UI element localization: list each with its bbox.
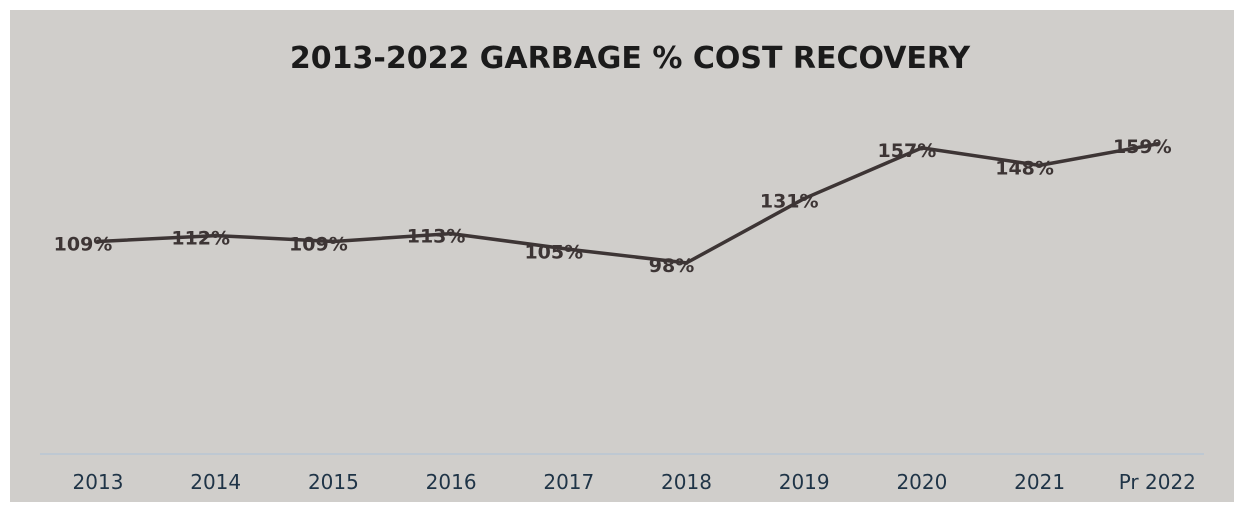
- data-point-2015: [331, 239, 336, 244]
- data-label-2014: 112%: [171, 228, 230, 250]
- x-tick-label-2014: 2014: [190, 470, 241, 494]
- x-tick-label-2017: 2017: [543, 470, 594, 494]
- data-label-2015: 109%: [289, 233, 348, 255]
- data-point-2014: [213, 233, 218, 238]
- data-point-pr-2022: [1155, 141, 1160, 146]
- data-point-2016: [449, 231, 454, 236]
- line-chart: 2013-2022 GARBAGE % COST RECOVERY 109% 11…: [40, 41, 1204, 494]
- data-label-pr-2022: 159%: [1113, 136, 1172, 158]
- data-point-2021: [1037, 163, 1042, 168]
- data-label-2016: 113%: [407, 226, 466, 248]
- data-point-2020: [919, 145, 924, 150]
- x-tick-label-2019: 2019: [779, 470, 830, 494]
- x-tick-label-2020: 2020: [896, 470, 947, 494]
- data-label-2019: 131%: [760, 191, 819, 213]
- line-segment-5: [567, 247, 689, 265]
- data-point-2019: [802, 196, 807, 201]
- data-point-2017: [566, 247, 571, 252]
- data-label-2021: 148%: [995, 157, 1054, 179]
- data-label-2018: 98%: [649, 255, 694, 277]
- data-label-2013: 109%: [54, 233, 113, 255]
- line-segment-8: [920, 146, 1042, 168]
- chart-panel: 2013-2022 GARBAGE % COST RECOVERY 109% 11…: [10, 10, 1234, 502]
- data-labels: 109% 112% 109% 113% 105% 98% 131% 157% 148% 159%: [54, 136, 1172, 277]
- x-tick-label-2015: 2015: [308, 470, 359, 494]
- x-tick-label-2013: 2013: [73, 470, 124, 494]
- line-segment-9: [1037, 142, 1160, 168]
- series-group: [96, 141, 1160, 265]
- line-segment-4: [449, 231, 571, 251]
- x-tick-label-2016: 2016: [426, 470, 477, 494]
- data-label-2017: 105%: [524, 241, 583, 263]
- chart-title: 2013-2022 GARBAGE % COST RECOVERY: [290, 41, 971, 76]
- x-tick-label-2021: 2021: [1014, 470, 1065, 494]
- line-segment-6: [684, 196, 806, 265]
- data-label-2020: 157%: [878, 140, 937, 162]
- data-point-2018: [684, 260, 689, 265]
- x-tick-label-2018: 2018: [661, 470, 712, 494]
- line-segment-1: [96, 233, 218, 244]
- x-tick-labels: 2013 2014 2015 2016 2017 2018 2019 2020 2021 Pr 2…: [73, 470, 1196, 494]
- data-point-2013: [96, 239, 100, 244]
- x-tick-label-pr-2022: Pr 2022: [1119, 470, 1196, 494]
- line-segment-3: [331, 231, 453, 244]
- line-segment-7: [802, 146, 924, 201]
- line-segment-2: [213, 233, 336, 244]
